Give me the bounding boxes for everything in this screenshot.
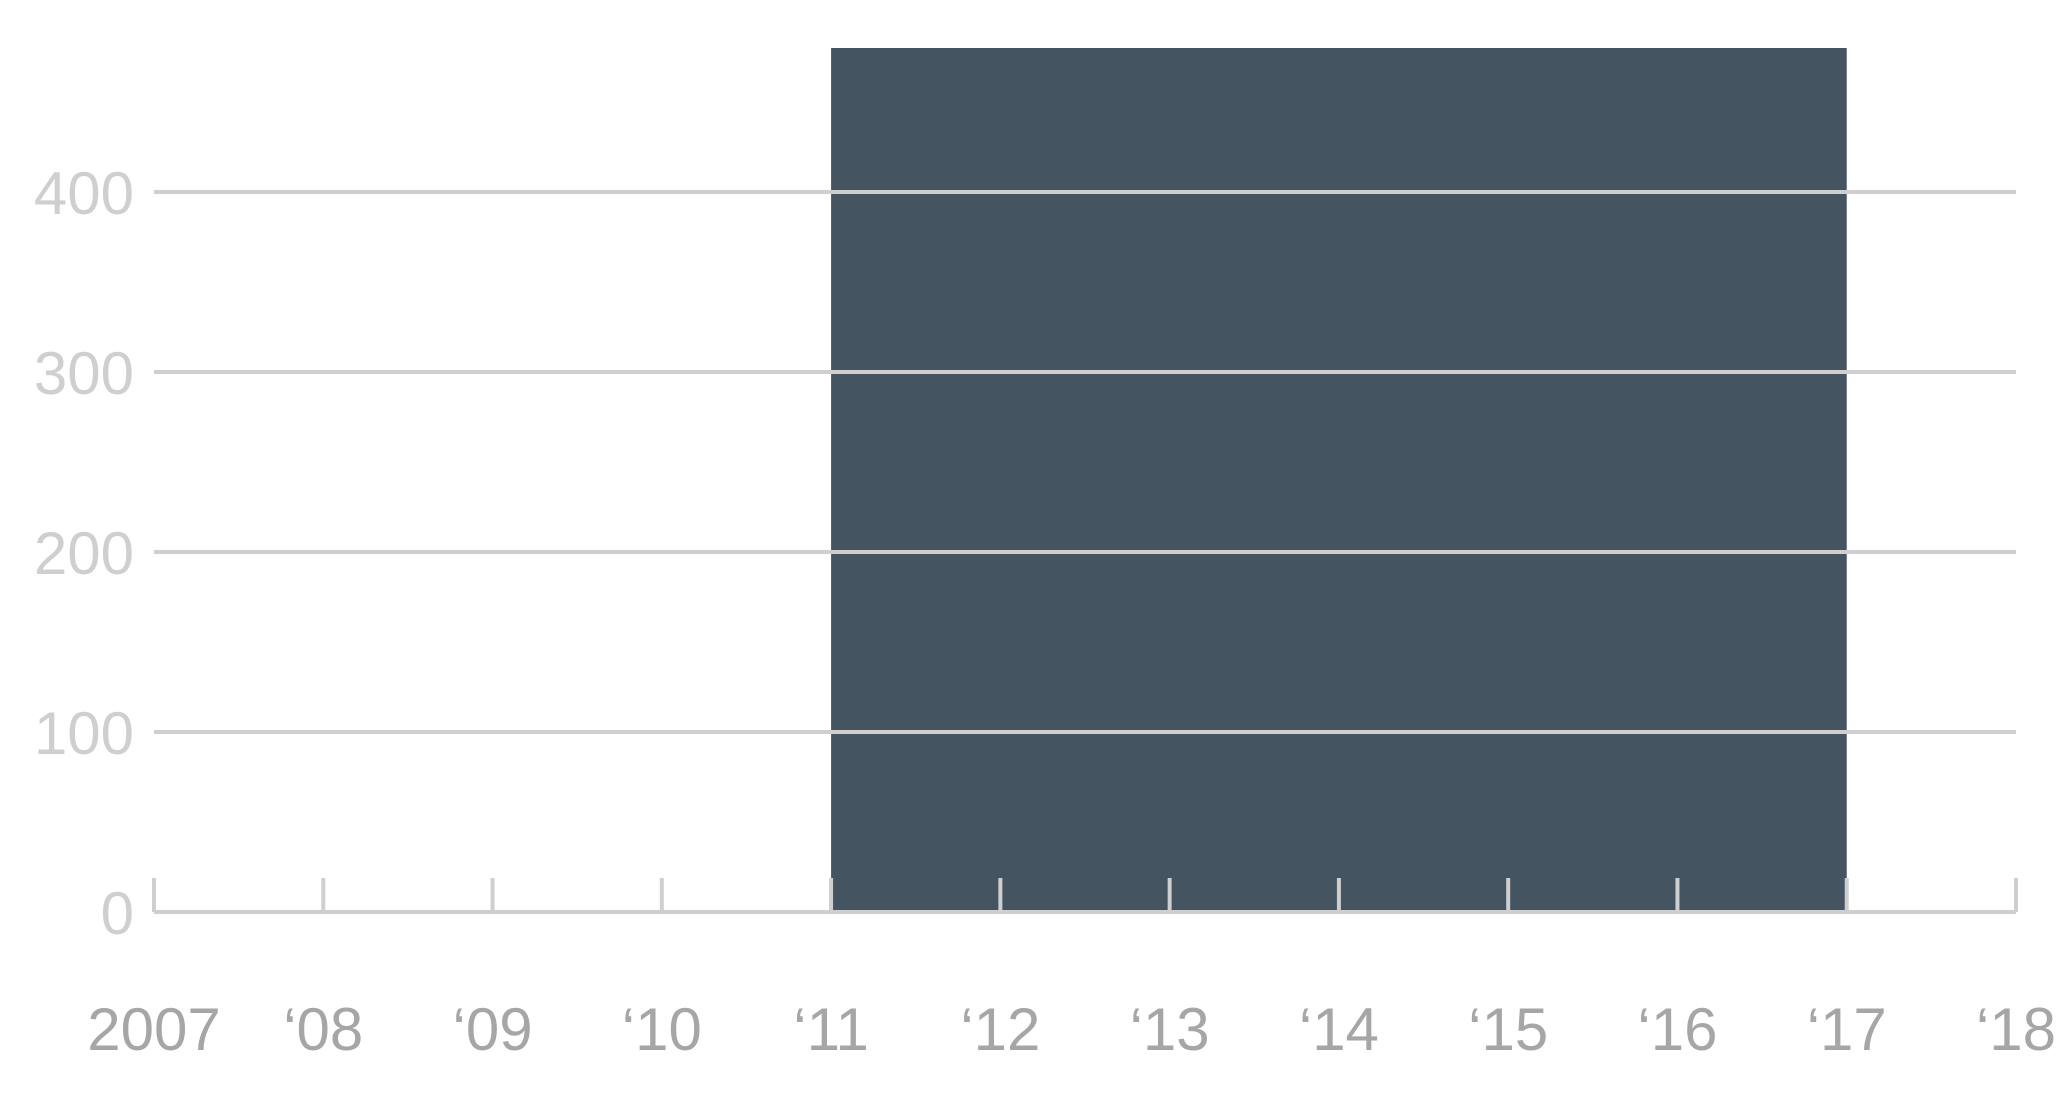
gridlines (154, 190, 2016, 734)
y-tick-labels: 0 100 200 300 400 (34, 160, 134, 947)
y-tick-label: 200 (34, 520, 134, 587)
x-tick-label: ‘09 (453, 996, 533, 1063)
y-tick-label: 400 (34, 160, 134, 227)
bar-layer (831, 48, 1847, 912)
x-tick-label: ‘12 (960, 996, 1040, 1063)
y-tick-label: 0 (101, 880, 134, 947)
x-tick-label: ‘10 (622, 996, 702, 1063)
x-tick-label: ‘15 (1468, 996, 1548, 1063)
x-axis (152, 878, 2018, 914)
x-tick-label: 2007 (87, 996, 220, 1063)
x-tick-label: ‘11 (793, 996, 869, 1063)
x-tick-label: ‘18 (1976, 996, 2056, 1063)
x-tick-label: ‘17 (1807, 996, 1887, 1063)
bar-0 (831, 48, 1847, 912)
x-tick-label: ‘16 (1637, 996, 1717, 1063)
y-tick-label: 300 (34, 340, 134, 407)
x-tick-labels: 2007 ‘08 ‘09 ‘10 ‘11 ‘12 ‘13 ‘14 ‘15 ‘16 ‘17 ‘18 (87, 996, 2056, 1063)
x-tick-label: ‘13 (1130, 996, 1210, 1063)
y-tick-label: 100 (34, 700, 134, 767)
x-tick-label: ‘14 (1299, 996, 1379, 1063)
x-tick-label: ‘08 (283, 996, 363, 1063)
